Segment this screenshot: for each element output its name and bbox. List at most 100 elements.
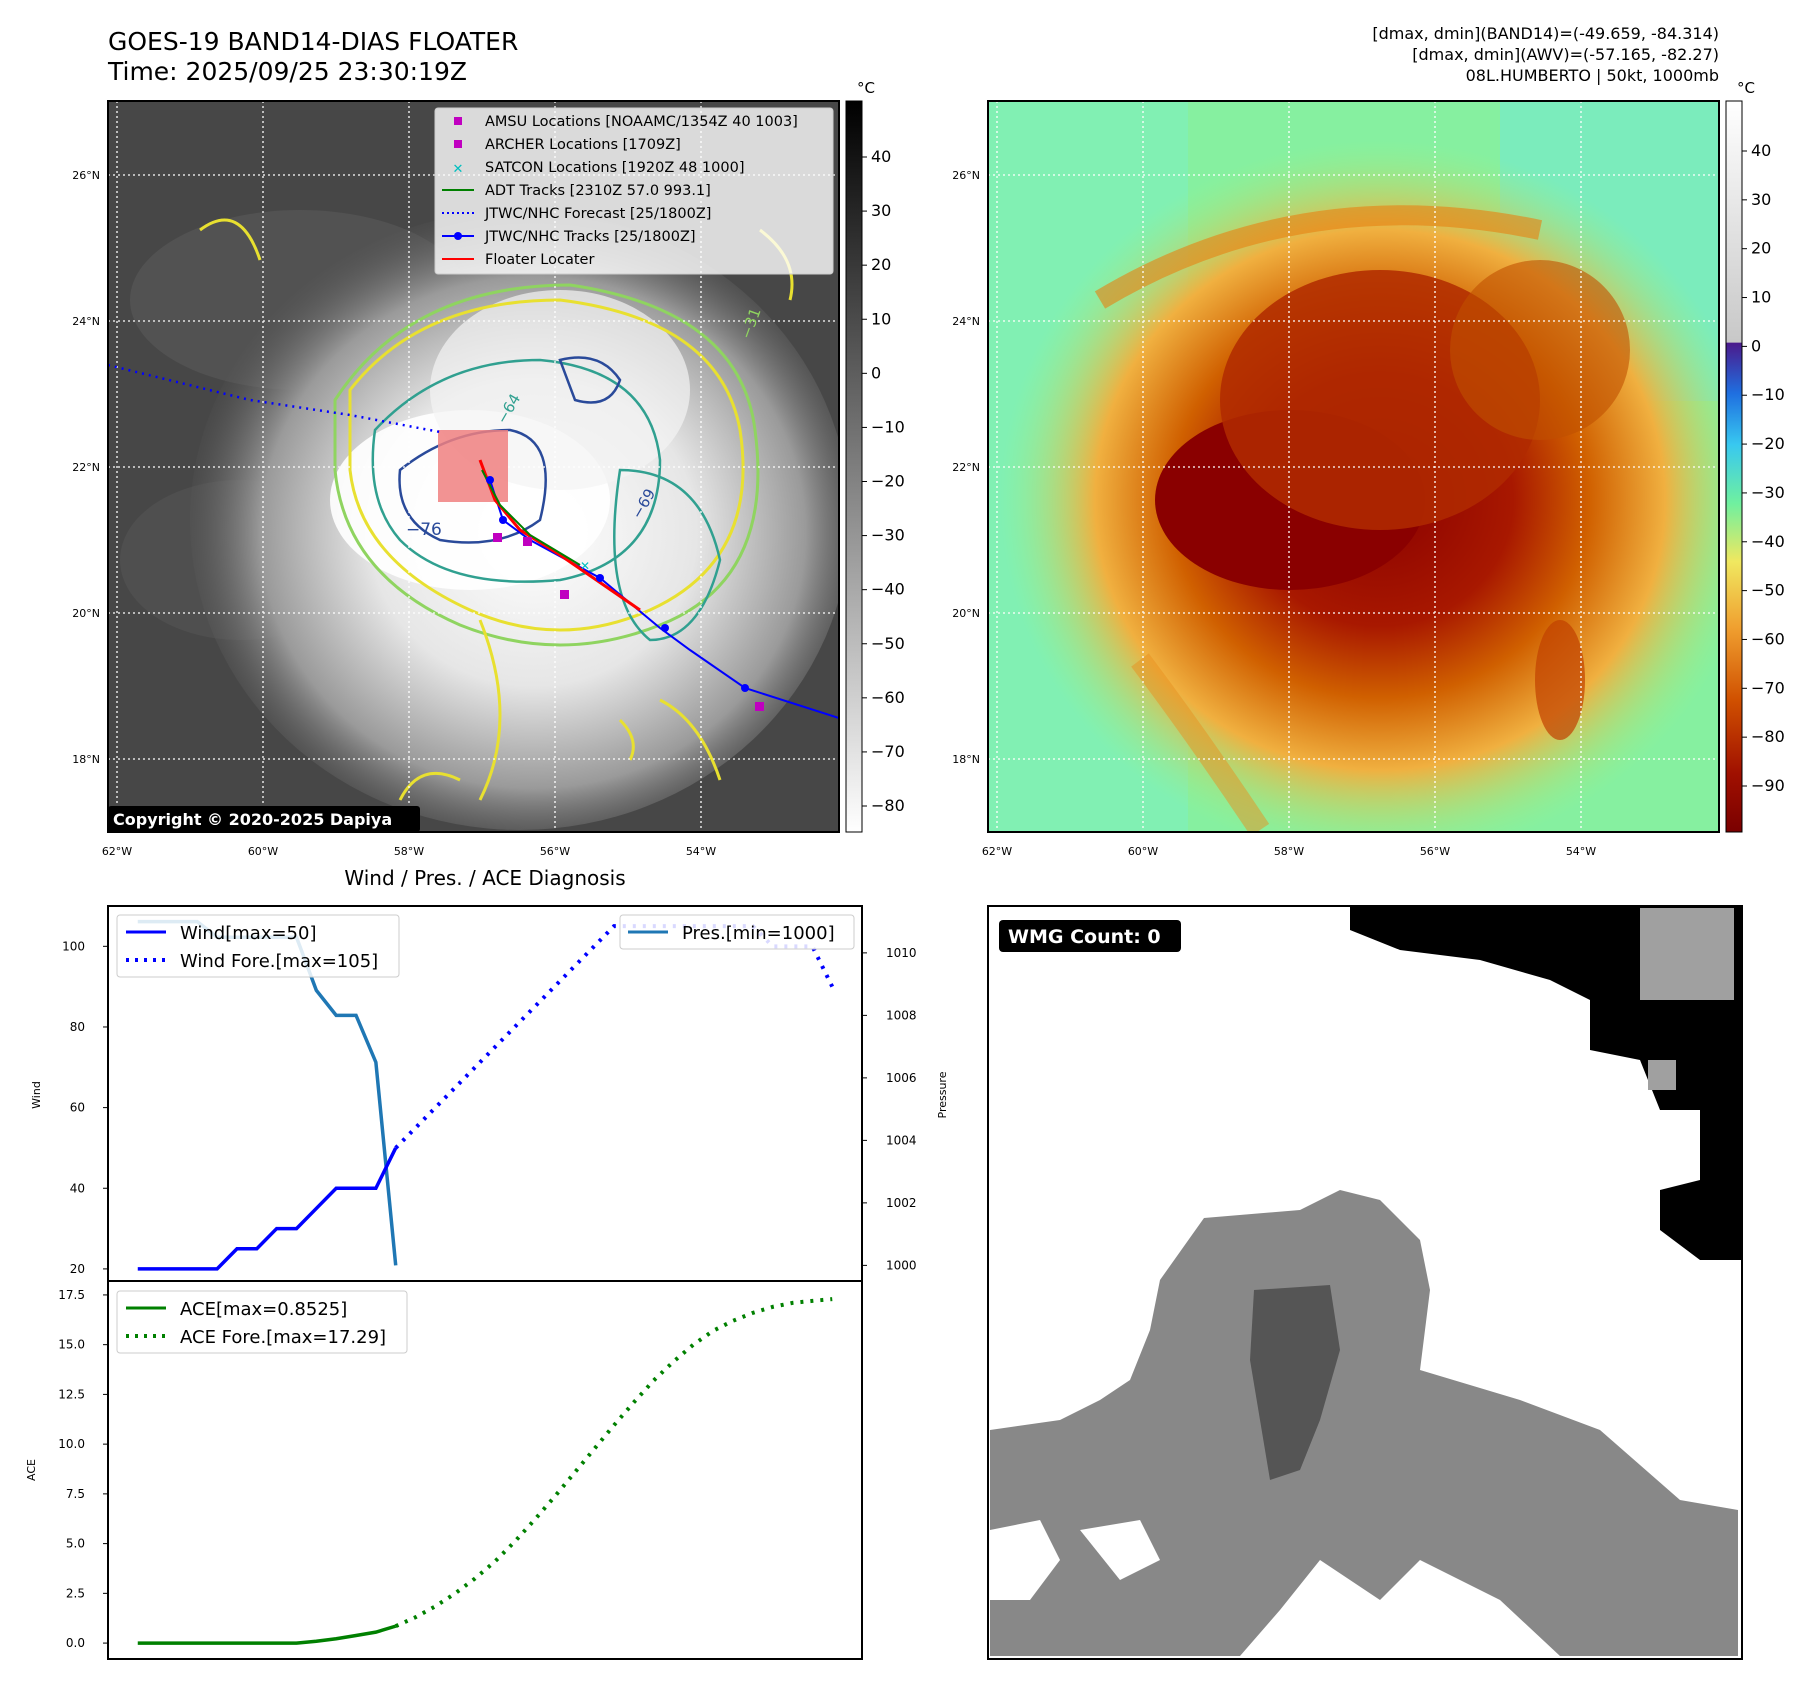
awv-colorbar-tick-label: −10 [1751,385,1785,404]
ace-axis-label: ACE [25,1459,38,1481]
contour-label-1: −76 [406,520,442,540]
awv-lon-label-60: 60°W [1128,845,1158,858]
ir-colorbar-tick-label: −40 [871,580,905,599]
ace-series-line [137,1624,397,1645]
awv-colorbar-tick-label: −20 [1751,434,1785,453]
ace-tick-label: 17.5 [58,1288,85,1302]
track-overlays: ✕ [108,363,839,719]
floater-box [438,430,508,502]
ir-lon-label-58: 58°W [394,845,424,858]
ace-chart: ACE 17.5 15.0 12.5 10.0 7.5 5.0 2.5 0.0 ACE[max… [25,1280,863,1660]
wmg-panel: WMG Count: 0 [987,905,1743,1660]
wmg-badge [999,920,1181,952]
ir-colorbar-tick-label: 0 [871,363,881,382]
info-storm: 08L.HUMBERTO | 50kt, 1000mb [1466,66,1719,85]
legend-pres: Pres.[min=1000] [682,923,835,944]
ir-lon-label-62: 62°W [102,845,132,858]
awv-lat-label-20: 20°N [952,607,980,620]
figure-title: GOES-19 BAND14-DIAS FLOATER [108,27,518,56]
wind-forecast-series-line [394,924,835,1150]
pressure-tick-label: 1006 [886,1071,917,1085]
ir-lon-label-54: 54°W [686,845,716,858]
ir-colorbar-tick-label: −60 [871,688,905,707]
awv-lon-label-56: 56°W [1420,845,1450,858]
amsu-marker-icon [454,117,462,125]
ace-tick-label: 2.5 [66,1586,85,1600]
legend-wind-fore: Wind Fore.[max=105] [180,951,378,972]
awv-lat-label-22: 22°N [952,461,980,474]
info-awv: [dmax, dmin](AWV)=(-57.165, -82.27) [1412,45,1719,64]
legend-ace-fore: ACE Fore.[max=17.29] [180,1327,386,1348]
ir-colorbar-tick-label: 10 [871,309,891,328]
awv-colorbar-tick-label: −70 [1751,678,1785,697]
awv-colorbar-unit: °C [1737,79,1755,97]
copyright-badge [108,806,420,832]
ace-legend: ACE[max=0.8525] ACE Fore.[max=17.29] [116,1290,408,1354]
ir-colorbar-tick-label: −50 [871,634,905,653]
awv-colorbar-tick-label: 10 [1751,288,1771,307]
legend-satcon: SATCON Locations [1920Z 48 1000] [485,160,744,176]
ir-lon-label-60: 60°W [248,845,278,858]
wind-tick-label: 60 [70,1101,85,1115]
ir-lat-label-22: 22°N [72,461,100,474]
ir-colorbar-tick-label: −70 [871,742,905,761]
legend-archer: ARCHER Locations [1709Z] [485,137,681,153]
awv-colorbar: °C 40 30 20 10 0 −10 −20 −30 −40 −50 −60 −70 −80 −90 [1725,79,1785,833]
info-band14: [dmax, dmin](BAND14)=(-49.659, -84.314) [1372,24,1719,43]
awv-lat-label-26: 26°N [952,169,980,182]
ace-tick-label: 5.0 [66,1537,85,1551]
awv-lon-label-58: 58°W [1274,845,1304,858]
svg-text:✕: ✕ [580,559,590,573]
pressure-tick-label: 1000 [886,1258,917,1272]
awv-colorbar-tick-label: −90 [1751,776,1785,795]
wind-tick-label: 80 [70,1020,85,1034]
awv-colorbar-tick-label: −60 [1751,629,1785,648]
ace-forecast-series-line [394,1297,833,1628]
pressure-tick-label: 1002 [886,1196,917,1210]
ace-tick-label: 10.0 [58,1437,85,1451]
awv-colorbar-tick-label: −30 [1751,483,1785,502]
awv-colorbar-tick-label: −40 [1751,532,1785,551]
ir-colorbar-tick-label: −10 [871,417,905,436]
ir-colorbar: °C 40 30 20 10 0 −10 −20 −30 −40 −50 −60 −70 −80 [845,79,905,833]
ir-colorbar-tick-label: −80 [871,796,905,815]
wind-axis-label: Wind [30,1081,43,1109]
wind-legend: Wind[max=50] Wind Fore.[max=105] Pres.[m… [116,914,855,978]
ace-tick-label: 15.0 [58,1338,85,1352]
ir-lat-label-20: 20°N [72,607,100,620]
ir-colorbar-tick-label: 30 [871,201,891,220]
wind-pressure-chart: Wind Pressure 100 80 60 40 20 1010 1008 1006 10… [30,905,949,1282]
archer-marker-icon [454,140,462,148]
awv-colorbar-tick-label: 20 [1751,239,1771,258]
legend-amsu: AMSU Locations [NOAAMC/1354Z 40 1003] [485,114,798,130]
ir-colorbar-tick-label: 20 [871,255,891,274]
awv-colorbar-tick-label: 30 [1751,190,1771,209]
legend-forecast: JTWC/NHC Forecast [25/1800Z] [484,206,711,222]
awv-map-panel [987,100,1720,833]
ir-lon-label-56: 56°W [540,845,570,858]
ir-colorbar-tick-label: −20 [871,472,905,491]
diagnosis-title: Wind / Pres. / ACE Diagnosis [344,866,625,890]
pressure-tick-label: 1004 [886,1133,917,1147]
legend-ace: ACE[max=0.8525] [180,1299,347,1320]
wmg-count: WMG Count: 0 [1008,926,1161,948]
awv-lat-label-18: 18°N [952,753,980,766]
pressure-tick-label: 1010 [886,946,917,960]
wind-tick-label: 20 [70,1262,85,1276]
wind-tick-label: 100 [62,939,85,953]
legend-adt: ADT Tracks [2310Z 57.0 993.1] [485,183,711,199]
ace-tick-label: 0.0 [66,1636,85,1650]
ir-colorbar-unit: °C [857,79,875,97]
wind-tick-label: 40 [70,1181,85,1195]
map-legend: AMSU Locations [NOAAMC/1354Z 40 1003] AR… [434,107,834,275]
awv-lat-label-24: 24°N [952,315,980,328]
awv-colorbar-tick-label: −80 [1751,727,1785,746]
pressure-tick-label: 1008 [886,1008,917,1022]
awv-colorbar-tick-label: 0 [1751,336,1761,355]
awv-colorbar-tick-label: 40 [1751,141,1771,160]
ir-lat-label-26: 26°N [72,169,100,182]
awv-colorbar-tick-label: −50 [1751,581,1785,600]
ir-colorbar-tick-label: −30 [871,526,905,545]
figure-time: Time: 2025/09/25 23:30:19Z [107,57,467,86]
